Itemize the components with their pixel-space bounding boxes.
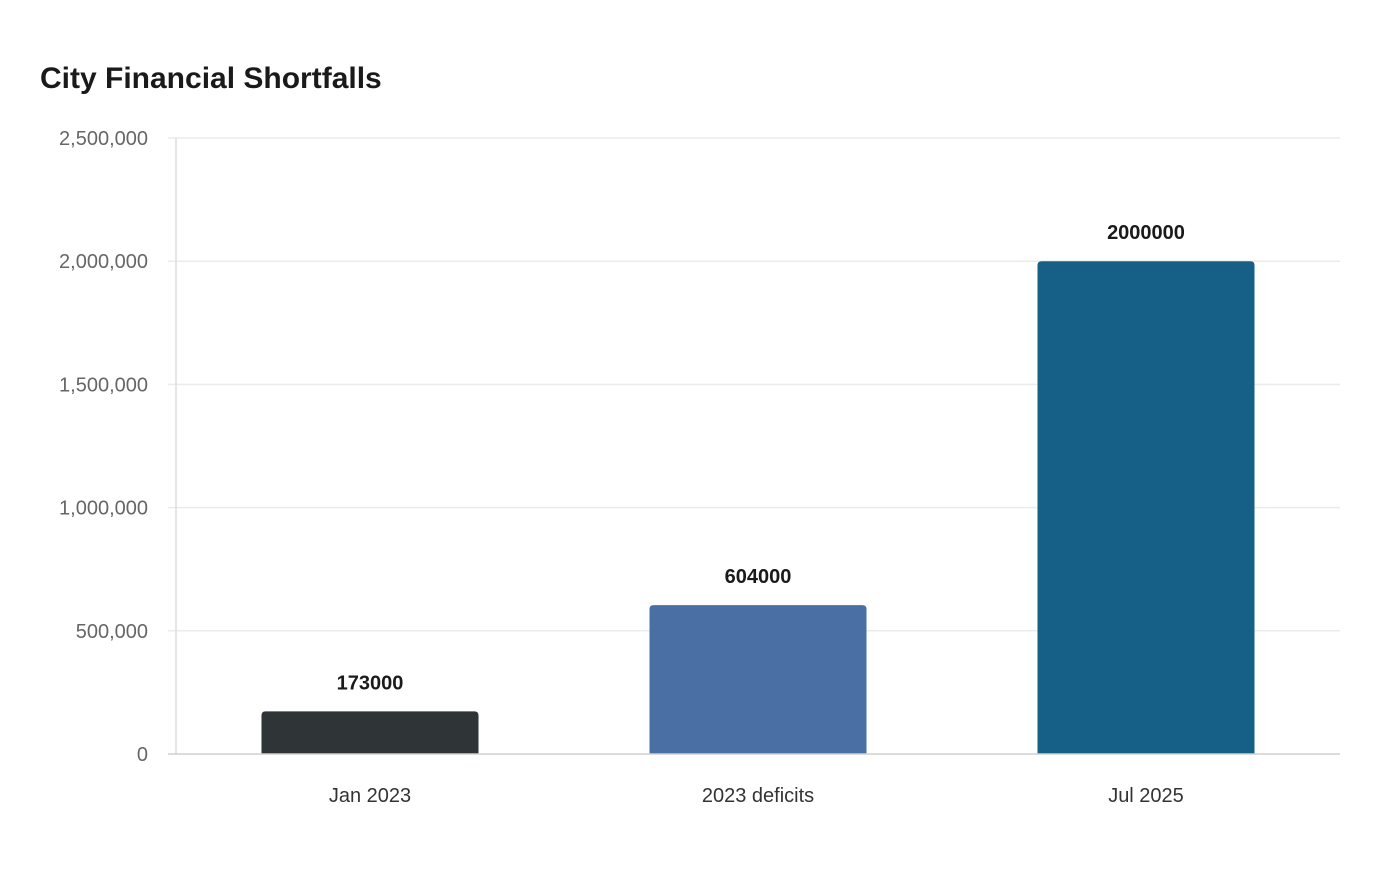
data-label: 604000 <box>725 566 792 588</box>
y-tick-label: 1,000,000 <box>59 498 148 520</box>
data-label: 173000 <box>337 672 404 694</box>
bar <box>1037 261 1255 754</box>
bar <box>261 711 479 754</box>
bar <box>649 605 867 754</box>
x-tick-label: 2023 deficits <box>702 785 814 807</box>
y-tick-label: 2,500,000 <box>59 128 148 150</box>
y-tick-label: 0 <box>137 744 148 766</box>
x-tick-label: Jan 2023 <box>329 785 411 807</box>
y-tick-label: 2,000,000 <box>59 251 148 273</box>
x-tick-label: Jul 2025 <box>1108 785 1184 807</box>
y-tick-label: 1,500,000 <box>59 374 148 396</box>
data-label: 2000000 <box>1107 222 1185 244</box>
y-tick-label: 500,000 <box>76 621 148 643</box>
chart-title: City Financial Shortfalls <box>40 62 382 95</box>
